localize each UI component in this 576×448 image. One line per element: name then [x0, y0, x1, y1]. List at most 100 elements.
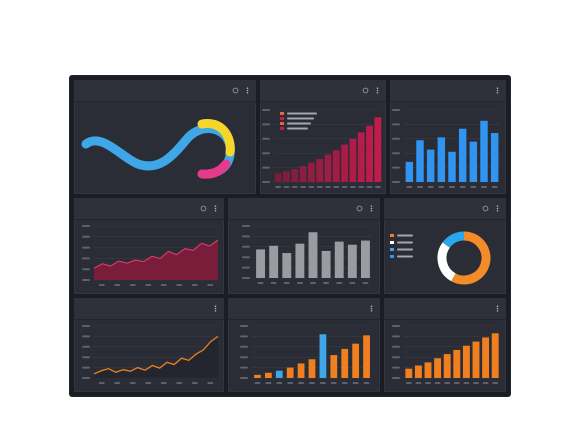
bar[interactable] [321, 250, 331, 278]
bar[interactable] [374, 117, 382, 182]
bar[interactable] [366, 125, 373, 182]
x-tick-label [270, 282, 277, 284]
refresh-icon[interactable] [200, 205, 207, 212]
bar[interactable] [462, 345, 470, 378]
x-tick-label [352, 382, 359, 384]
bar[interactable] [363, 335, 370, 378]
bar[interactable] [286, 367, 294, 378]
more-icon[interactable] [368, 305, 375, 312]
legend-swatch [280, 127, 284, 130]
y-tick-label [242, 277, 250, 279]
bar[interactable] [426, 149, 435, 182]
bar[interactable] [341, 348, 349, 378]
x-tick-label [98, 382, 105, 384]
x-tick-label [336, 282, 343, 284]
pie-slice[interactable] [451, 231, 491, 285]
bar[interactable] [254, 374, 261, 378]
panel-header [74, 298, 224, 320]
refresh-icon[interactable] [362, 87, 369, 94]
bar[interactable] [341, 144, 349, 182]
bar[interactable] [352, 343, 360, 378]
y-tick-label [240, 325, 248, 327]
bar[interactable] [405, 368, 413, 378]
more-icon[interactable] [244, 87, 251, 94]
bar[interactable] [282, 253, 292, 278]
more-icon[interactable] [494, 205, 501, 212]
panel-header [390, 80, 506, 102]
bar[interactable] [472, 341, 480, 378]
bar[interactable] [482, 337, 490, 378]
bar[interactable] [297, 363, 305, 378]
more-icon[interactable] [494, 87, 501, 94]
more-icon[interactable] [368, 205, 375, 212]
grid [240, 325, 372, 379]
bar[interactable] [264, 372, 272, 378]
bar[interactable] [424, 362, 432, 378]
y-tick-label [82, 345, 90, 348]
bar[interactable] [480, 120, 488, 182]
bar[interactable] [334, 241, 344, 278]
bar[interactable] [269, 245, 279, 278]
more-icon[interactable] [212, 305, 219, 312]
bar[interactable] [295, 243, 305, 278]
bar[interactable] [357, 132, 365, 182]
y-tick-label [262, 166, 270, 169]
bar[interactable] [308, 232, 318, 278]
bar[interactable] [443, 354, 451, 378]
bar[interactable] [490, 133, 499, 182]
bar[interactable] [316, 158, 324, 182]
x-tick-label [449, 186, 455, 188]
x-tick-label [482, 382, 489, 384]
legend-label [287, 117, 314, 120]
bar[interactable] [324, 154, 332, 182]
pie-slice[interactable] [437, 242, 456, 282]
area-fill [94, 336, 218, 378]
series-line [93, 239, 219, 269]
bar[interactable] [437, 137, 446, 182]
refresh-icon[interactable] [482, 205, 489, 212]
bar[interactable] [256, 249, 266, 278]
bar[interactable] [458, 128, 467, 182]
bar[interactable] [283, 171, 290, 182]
bar[interactable] [469, 141, 478, 182]
y-tick-label [262, 123, 270, 126]
panel-header [228, 298, 380, 320]
bar[interactable] [453, 349, 461, 378]
bar[interactable] [491, 333, 499, 378]
x-tick-label [129, 382, 136, 384]
x-tick-label [405, 382, 412, 384]
y-tick-label [82, 377, 90, 379]
series-line [93, 335, 219, 375]
x-tick-label [491, 186, 498, 188]
bar[interactable] [275, 370, 283, 378]
bar[interactable] [332, 150, 340, 182]
bar[interactable] [416, 140, 424, 182]
bar[interactable] [448, 151, 456, 182]
bar[interactable] [330, 355, 338, 378]
y-tick-label [392, 166, 400, 169]
more-icon[interactable] [212, 205, 219, 212]
bar[interactable] [349, 138, 357, 182]
bar[interactable] [405, 161, 414, 182]
bar[interactable] [307, 162, 315, 182]
bar[interactable] [274, 173, 282, 182]
x-tick-label [406, 186, 413, 188]
bar[interactable] [360, 240, 370, 278]
refresh-icon[interactable] [232, 87, 239, 94]
bar[interactable] [308, 359, 316, 378]
x-tick-label [176, 284, 183, 286]
x-tick-label [444, 382, 451, 384]
x-tick-label [417, 186, 423, 188]
bar[interactable] [291, 169, 299, 182]
more-icon[interactable] [374, 87, 381, 94]
bar[interactable] [299, 166, 307, 182]
more-icon[interactable] [494, 305, 501, 312]
x-tick-label [492, 382, 499, 384]
bar[interactable] [319, 334, 327, 378]
bar[interactable] [414, 365, 422, 378]
y-tick-label [392, 123, 400, 126]
bar[interactable] [434, 358, 442, 378]
bar[interactable] [347, 244, 357, 278]
refresh-icon[interactable] [356, 205, 363, 212]
pie-slice[interactable] [442, 231, 465, 248]
